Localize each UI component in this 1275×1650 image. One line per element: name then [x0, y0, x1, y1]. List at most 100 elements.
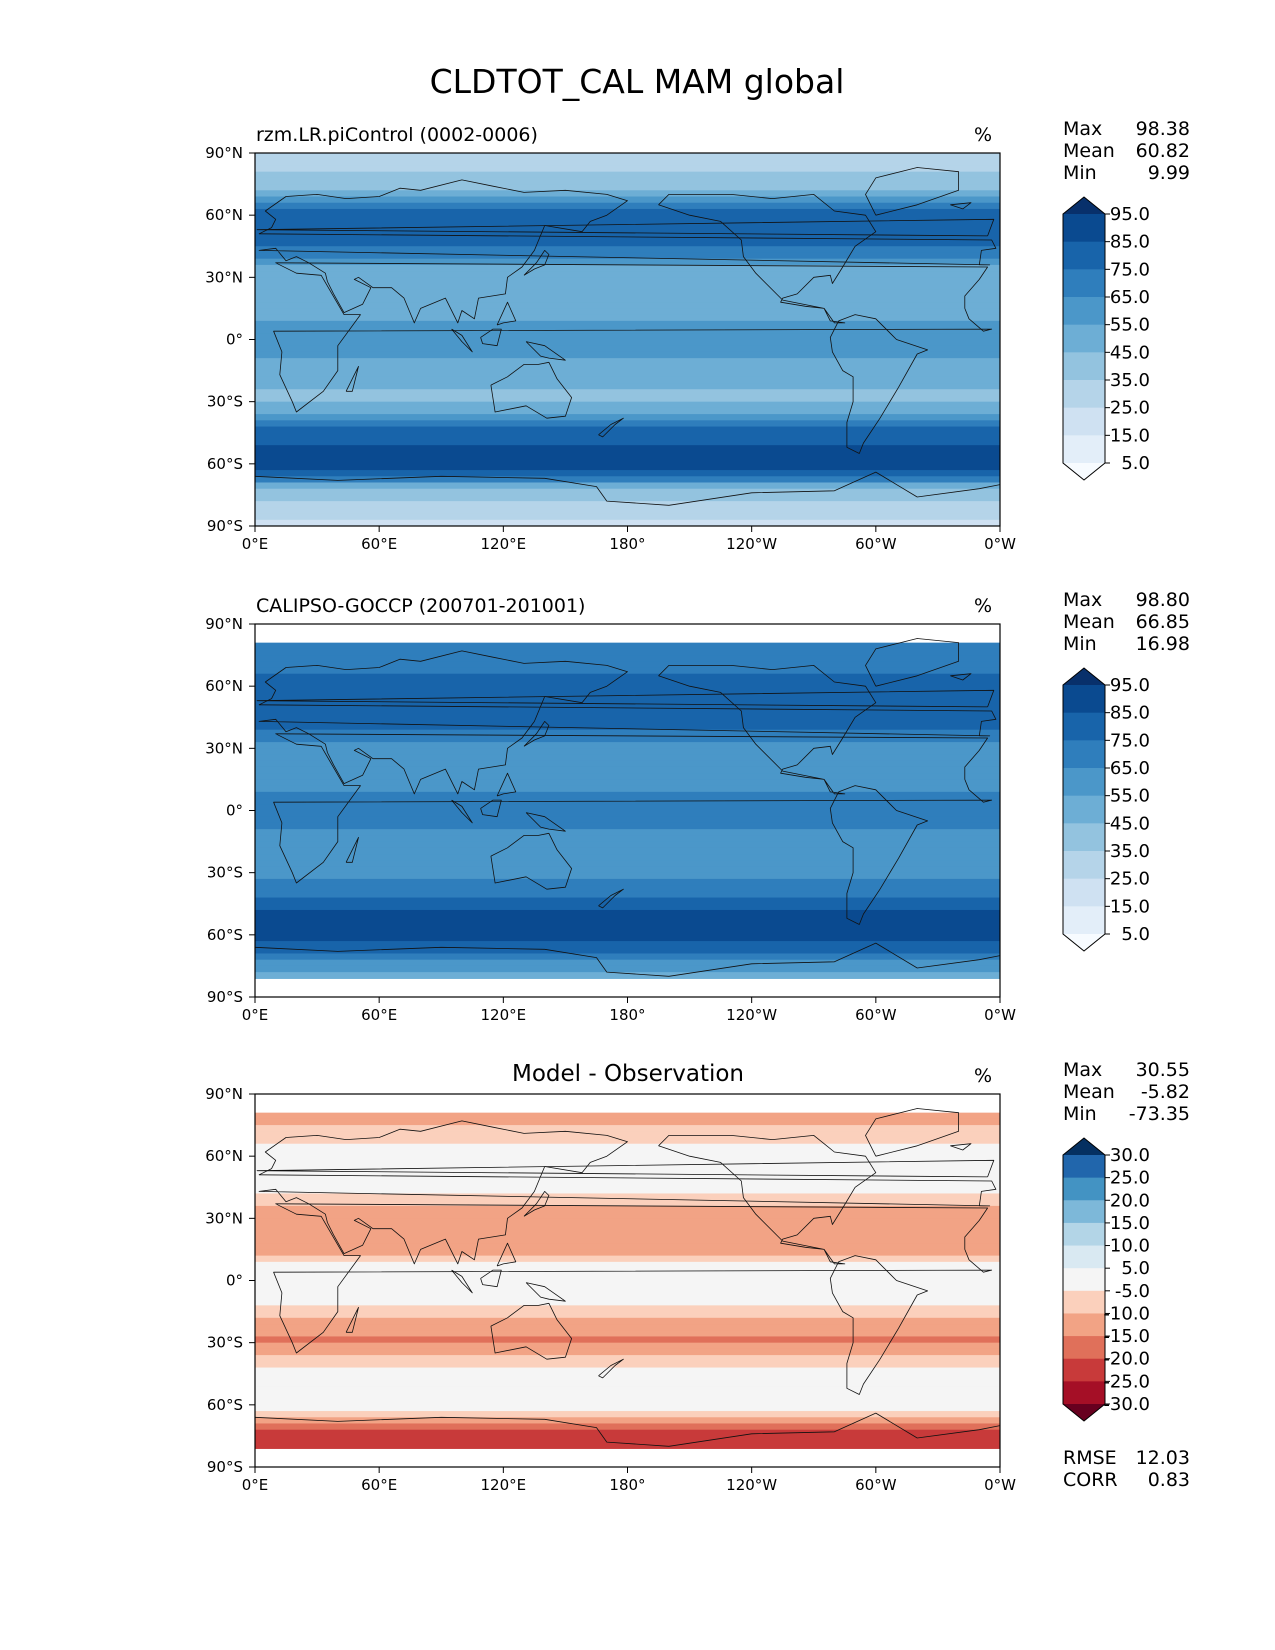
y-tick-label: 0°	[226, 802, 243, 820]
stat-mean-label: Mean	[1063, 1081, 1115, 1103]
coastline	[525, 1282, 566, 1302]
coastline	[451, 1269, 473, 1294]
map-band	[255, 1324, 1000, 1331]
map-band	[255, 854, 1000, 861]
stat-mean-label: Mean	[1063, 611, 1115, 633]
map-band	[255, 847, 1000, 855]
map-band	[255, 289, 1000, 297]
stats-block: Max 98.80 Mean 66.85 Min 16.98	[1063, 589, 1190, 655]
coastline	[865, 1108, 959, 1157]
colorbar-segment	[1063, 297, 1105, 326]
colorbar-tick-label: 55.0	[1110, 786, 1150, 807]
map-band	[255, 1423, 1000, 1431]
colorbar-tick-label: 65.0	[1110, 758, 1150, 779]
map-band	[255, 438, 1000, 446]
map-band	[255, 1317, 1000, 1325]
y-tick-label: 30°N	[205, 739, 243, 757]
panel-observation: CALIPSO-GOCCP (200701-201001) % 0°E 60°E 1…	[205, 589, 1190, 1024]
colorbar-tick-label: 55.0	[1110, 315, 1150, 336]
map-band	[255, 717, 1000, 725]
map-band	[255, 295, 1000, 303]
colorbar-tick-label: 5.0	[1121, 924, 1150, 945]
map-band	[255, 735, 1000, 743]
coastlines	[255, 1108, 1000, 1467]
colorbar-segment	[1063, 1358, 1105, 1382]
coastline	[598, 1358, 624, 1379]
x-tick-label: 180°	[609, 1006, 645, 1024]
y-tick-label: 90°N	[205, 144, 243, 162]
coastline	[829, 785, 928, 925]
map-band	[255, 1218, 1000, 1226]
map-band	[255, 414, 1000, 421]
x-axis: 0°E 60°E 120°E 180° 120°W 60°W 0°W	[242, 526, 1016, 553]
colorbar-extend-bottom	[1063, 934, 1105, 951]
map-band	[255, 507, 1000, 515]
map-band	[255, 1311, 1000, 1319]
map-band	[255, 1261, 1000, 1269]
colorbar-tick-label: 85.0	[1110, 232, 1150, 253]
stat-max-value: 98.38	[1136, 118, 1190, 140]
coastline	[523, 721, 550, 747]
stat-max-value: 30.55	[1136, 1059, 1190, 1081]
map-band	[255, 1212, 1000, 1219]
colorbar-segment	[1063, 685, 1105, 714]
map-band	[255, 159, 1000, 167]
stats-block: Max 30.55 Mean -5.82 Min -73.35	[1063, 1059, 1190, 1125]
colorbar-tick-label: 95.0	[1110, 675, 1150, 696]
coastline	[496, 772, 517, 797]
x-tick-label: 120°E	[481, 1476, 527, 1494]
y-axis: 90°N 60°N 30°N 0° 30°S 60°S 90°S	[205, 615, 255, 1006]
map-band	[255, 909, 1000, 917]
map-field	[255, 642, 1000, 979]
stat-mean-value: 60.82	[1136, 140, 1190, 162]
stat-mean-label: Mean	[1063, 140, 1115, 162]
panel-title: Model - Observation	[512, 1061, 744, 1087]
colorbar: -30.0-25.0-20.0-15.0-10.0-5.05.010.015.0…	[1062, 1137, 1150, 1422]
map-band	[255, 351, 1000, 359]
map-band	[255, 153, 1000, 160]
coastline	[523, 249, 550, 276]
map-band	[255, 476, 1000, 484]
coastline	[598, 417, 624, 438]
colorbar-segment	[1063, 435, 1105, 464]
colorbar-tick-label: -20.0	[1103, 1349, 1150, 1370]
y-tick-label: 60°S	[207, 1396, 243, 1414]
map-band	[255, 679, 1000, 687]
map-band	[255, 190, 1000, 198]
coastline	[258, 650, 997, 795]
colorbar-tick-label: 20.0	[1110, 1190, 1150, 1211]
map-band	[255, 339, 1000, 347]
colorbar-tick-label: 30.0	[1110, 1145, 1150, 1166]
map-band	[255, 1361, 1000, 1369]
map-band	[255, 860, 1000, 868]
map-band	[255, 451, 1000, 459]
map-band	[255, 407, 1000, 415]
map-field	[255, 153, 1000, 526]
map-band	[255, 941, 1000, 948]
map-band	[255, 1156, 1000, 1163]
map-band	[255, 1286, 1000, 1294]
stat-max-value: 98.80	[1136, 589, 1190, 611]
colorbar-tick-label: 15.0	[1110, 1213, 1150, 1234]
coastline	[255, 1412, 1000, 1447]
colorbar-tick-label: 15.0	[1110, 425, 1150, 446]
map-band	[255, 165, 1000, 173]
colorbar-extend-bottom	[1063, 463, 1105, 480]
map-band	[255, 841, 1000, 849]
y-tick-label: 30°N	[205, 268, 243, 286]
map-band	[255, 358, 1000, 365]
coastline	[658, 665, 877, 795]
units-label: %	[974, 124, 992, 146]
panel-difference: Model - Observation % 0°E 60°E 120°E 180° 12…	[205, 1059, 1190, 1494]
y-tick-label: 90°S	[207, 517, 243, 535]
colorbar-segment	[1063, 214, 1105, 243]
metric-rmse-value: 12.03	[1136, 1447, 1190, 1469]
map-band	[255, 308, 1000, 316]
map-band	[255, 903, 1000, 911]
colorbar-tick-label: 25.0	[1110, 1168, 1150, 1189]
map-band	[255, 872, 1000, 880]
coastline	[256, 1159, 995, 1178]
map-band	[255, 432, 1000, 440]
coastline	[258, 1120, 997, 1265]
x-tick-label: 120°W	[726, 1476, 777, 1494]
